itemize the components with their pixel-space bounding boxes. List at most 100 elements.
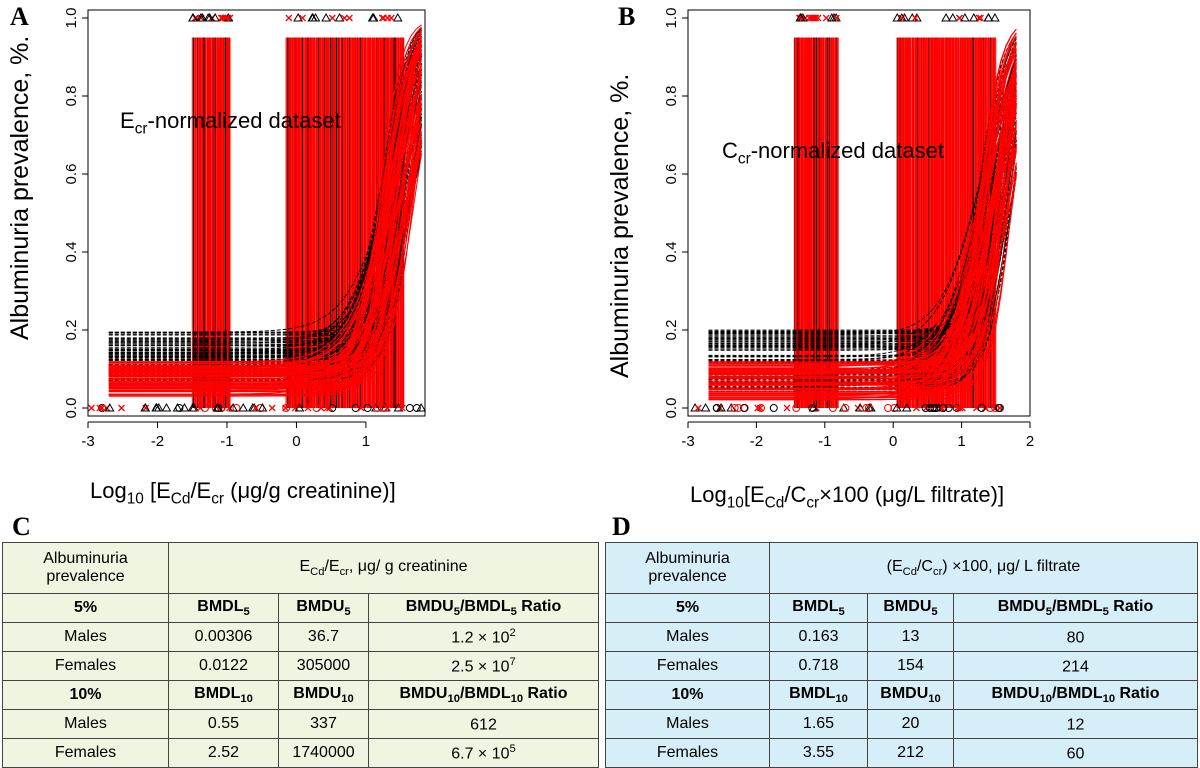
x-tick-label: -3 [681, 433, 694, 450]
table-cell-ratio: 80 [953, 622, 1198, 652]
data-marker-cross [378, 14, 386, 22]
data-marker-circle [932, 404, 941, 412]
table-c-col-ratio: BMDU5/BMDL5 Ratio [368, 593, 599, 623]
panel-a-xlabel-subcd: Cd [170, 490, 191, 508]
panel-letter-a: A [10, 2, 29, 31]
table-cell-ratio: 612 [368, 709, 599, 739]
table-c-header-row: Albuminuria prevalence ECd/Ecr, μg/ g cr… [2, 542, 599, 594]
data-marker-triangle [257, 402, 268, 412]
table-cell-ratio-base: 12 [1066, 716, 1085, 734]
table-cell-bmdl: 0.00306 [168, 622, 279, 652]
table-row: Males 1.65 20 12 [605, 709, 1198, 739]
panel-b-xlabel-subcd: Cd [764, 494, 785, 512]
red-band-0 [191, 37, 231, 408]
table-cell-bmdl: 2.52 [168, 738, 279, 768]
black-fit-curve [108, 82, 422, 343]
table-c-ratio-a-sub: 10 [447, 693, 460, 706]
panel-letter-b: B [618, 2, 636, 31]
table-c: Albuminuria prevalence ECd/Ecr, μg/ g cr… [2, 542, 599, 768]
data-marker-circle [175, 404, 184, 412]
table-d-col-bmdl-sub: 5 [838, 606, 845, 619]
panel-a-annotation-post: -normalized dataset [147, 108, 341, 133]
table-d-col-bmdl-text: BMDL [792, 597, 839, 615]
data-marker-circle [730, 404, 739, 412]
table-c-ratio-b-sub: 10 [510, 693, 524, 706]
table-d-col-bmdu-sub: 10 [928, 693, 941, 706]
table-c-unit-pre: E [299, 557, 311, 575]
data-marker-triangle [855, 402, 865, 412]
red-fit-curve [108, 133, 422, 374]
black-fit-curve [108, 51, 422, 354]
data-marker-cross [299, 14, 306, 22]
black-fit-curve [708, 107, 1017, 332]
data-marker-triangle [864, 402, 875, 412]
panel-b-xlabel-subcr: cr [806, 494, 820, 512]
data-marker-cross [96, 404, 104, 412]
table-c-ratio-b: /BMDL [459, 597, 511, 615]
data-marker-triangle [204, 12, 215, 22]
table-d-unit-sub2: cr [932, 566, 943, 579]
panel-b-annotation-pre: C [722, 138, 738, 163]
table-c-col-bmdu: BMDU10 [278, 680, 369, 710]
panel-a-xlabel: Log10 [ECd/Ecr (μg/g creatinine)] [90, 478, 396, 508]
y-tick-label: 0.8 [663, 86, 680, 107]
table-cell-bmdu: 337 [278, 709, 369, 739]
data-marker-triangle [393, 402, 404, 412]
data-marker-cross [282, 404, 290, 412]
table-cell-bmdu: 13 [867, 622, 954, 652]
data-marker-circle [200, 404, 209, 412]
black-fit-curve [108, 35, 422, 333]
data-marker-triangle [891, 402, 902, 412]
data-marker-cross [832, 14, 840, 22]
y-tick-label: 0.4 [663, 242, 680, 263]
table-d-ratio-a: BMDU [991, 684, 1040, 702]
data-marker-circle [312, 404, 321, 412]
table-d-group-header-5: 5% BMDL5 BMDU5 BMDU5/BMDL5 Ratio [605, 593, 1198, 623]
table-c-col-bmdu-text: BMDU [296, 597, 345, 615]
table-d-level: 5% [605, 593, 770, 623]
table-d-unit-sub1: Cd [902, 566, 917, 579]
red-fit-curve [108, 68, 422, 373]
data-marker-triangle [179, 402, 190, 412]
data-marker-triangle [140, 402, 151, 412]
data-marker-circle [328, 404, 337, 412]
data-marker-triangle [153, 402, 164, 412]
table-d-col-bmdl-text: BMDL [789, 684, 836, 702]
panel-a-chart: 0.0 0.2 0.4 0.6 0.8 1.0 -3 -2 -1 0 1 [63, 8, 427, 450]
table-c-ratio-a: BMDU [405, 597, 454, 615]
black-fit-curve [108, 43, 422, 355]
table-d-ratio-a: BMDU [997, 597, 1046, 615]
data-marker-triangle [808, 402, 819, 412]
table-c-group-header-10: 10% BMDL10 BMDU10 BMDU10/BMDL10 Ratio [2, 680, 599, 710]
black-fit-curve [708, 136, 1017, 345]
data-marker-triangle [392, 12, 403, 22]
table-cell-bmdu: 154 [867, 651, 954, 681]
data-marker-triangle [826, 12, 837, 22]
red-fit-curve [708, 143, 1017, 400]
red-fit-curve [108, 41, 422, 377]
table-cell-ratio-base: 1.2 × 10 [451, 629, 510, 647]
table-cell-bmdl: 1.65 [769, 709, 868, 739]
table-d-col-bmdu: BMDU10 [867, 680, 954, 710]
table-cell-ratio-base: 2.5 × 10 [451, 658, 510, 676]
data-marker-triangle [960, 12, 970, 22]
table-cell-sex: Females [605, 651, 770, 681]
table-row: Females 3.55 212 60 [605, 738, 1198, 768]
table-d-corner: Albuminuria prevalence [605, 542, 770, 594]
table-c-col-bmdl-sub: 10 [240, 693, 253, 706]
black-fit-curve [108, 125, 422, 346]
data-marker-circle [98, 404, 107, 412]
data-marker-circle [214, 404, 223, 412]
red-fit-curve [108, 133, 422, 392]
red-fit-curve [708, 65, 1017, 375]
y-tick-label: 0.0 [663, 398, 680, 419]
table-c-unit-sub1: Cd [310, 566, 325, 579]
table-cell-bmdl: 0.718 [769, 651, 868, 681]
data-marker-cross [252, 404, 260, 412]
table-row: Females 2.52 1740000 6.7 × 105 [2, 738, 599, 768]
red-fit-curve [708, 105, 1017, 380]
data-marker-circle [930, 404, 939, 412]
black-fit-curve [108, 32, 422, 358]
data-marker-circle [841, 404, 850, 412]
red-fit-curve [708, 112, 1017, 398]
